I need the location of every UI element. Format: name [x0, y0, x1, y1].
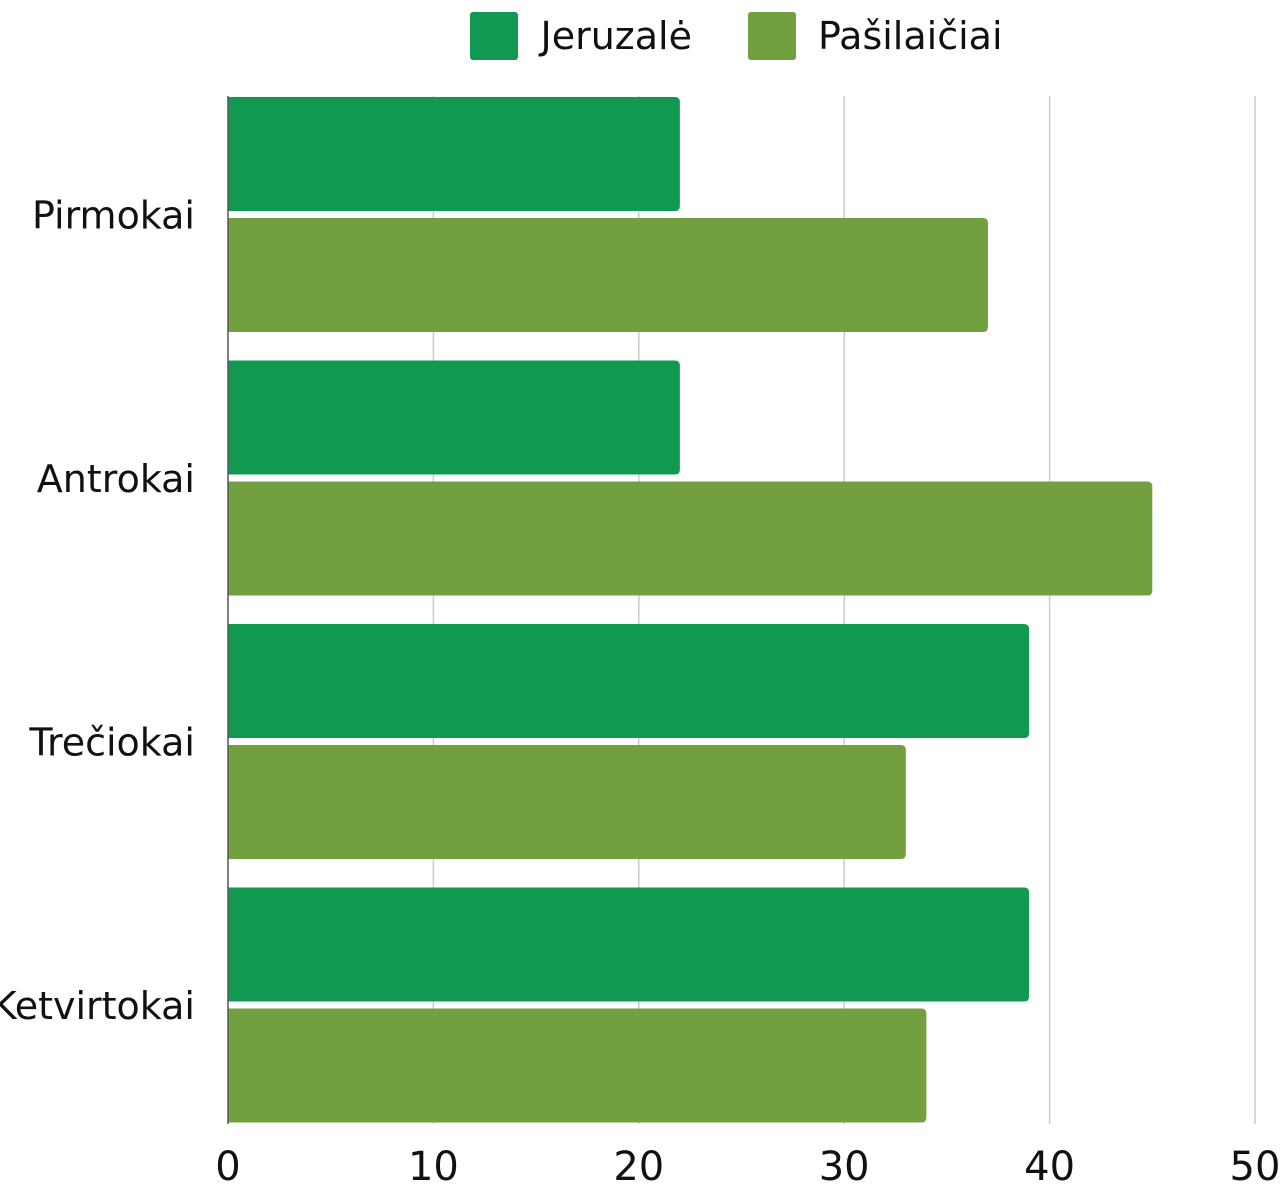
bar-1-series-1	[228, 481, 1153, 596]
bar-0-series-0	[228, 97, 680, 211]
x-tick-label-2: 20	[613, 1144, 664, 1182]
x-tick-label-3: 30	[819, 1144, 870, 1182]
y-category-label-3: Ketvirtokai	[0, 984, 195, 1028]
bar-3-series-1	[228, 1008, 927, 1123]
x-tick-label-0: 0	[215, 1144, 240, 1182]
y-category-label-2: Trečiokai	[28, 721, 195, 765]
legend-swatch-series-1	[747, 12, 796, 60]
legend-label-series-0: Jeruzalė	[540, 14, 692, 58]
legend: Jeruzalė Pašilaičiai	[0, 12, 1283, 60]
legend-item-series-0: Jeruzalė	[470, 12, 692, 60]
legend-swatch-series-0	[470, 12, 519, 60]
bar-2-series-0	[228, 624, 1030, 738]
y-category-label-0: Pirmokai	[32, 194, 195, 238]
x-tick-label-5: 50	[1230, 1144, 1281, 1182]
bar-layer	[228, 97, 1153, 1123]
bar-2-series-1	[228, 745, 906, 859]
legend-label-series-1: Pašilaičiai	[817, 14, 1003, 58]
legend-item-series-1: Pašilaičiai	[747, 12, 1003, 60]
bar-1-series-0	[228, 360, 680, 475]
x-tick-label-1: 10	[408, 1144, 459, 1182]
bar-3-series-0	[228, 887, 1030, 1002]
bar-0-series-1	[228, 218, 988, 332]
y-category-label-1: Antrokai	[37, 457, 195, 501]
x-tick-label-4: 40	[1024, 1144, 1075, 1182]
label-layer: 0 10 20 30 40 50 Pirmokai Antrokai Trečiokai Ketv…	[0, 194, 1281, 1186]
